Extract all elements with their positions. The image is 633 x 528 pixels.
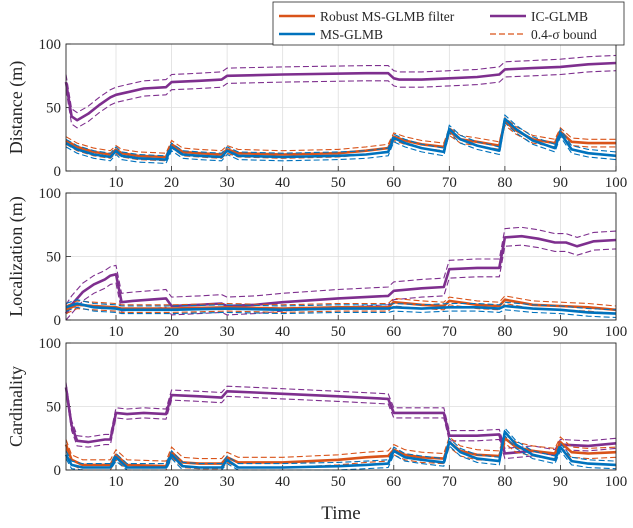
x-tick-label: 10 bbox=[109, 324, 124, 340]
x-tick-label: 80 bbox=[497, 474, 512, 490]
series-ms-glmb-upper-bound bbox=[65, 426, 617, 465]
series-ms-glmb-line bbox=[64, 430, 617, 469]
series-ic-glmb-upper-bound bbox=[65, 226, 617, 306]
y-tick-label: 0 bbox=[54, 164, 62, 180]
y-tick-label: 50 bbox=[46, 101, 61, 117]
x-tick-label: 70 bbox=[442, 175, 457, 191]
series-robust-ms-glmb-filter-upper-bound bbox=[65, 116, 616, 154]
x-tick-label: 60 bbox=[386, 324, 401, 340]
y-tick-label: 50 bbox=[46, 400, 61, 416]
x-tick-label: 50 bbox=[331, 175, 346, 191]
legend-label-robust: Robust MS-GLMB filter bbox=[320, 9, 455, 24]
series-ms-glmb-upper-bound bbox=[65, 114, 617, 157]
panel-cardinality: 10 20 30 40 50 60 70 80 90 100 0 50 100 Cardinality bbox=[6, 336, 627, 490]
x-tick-label: 90 bbox=[553, 175, 568, 191]
x-tick-label: 50 bbox=[331, 474, 346, 490]
x-tick-label: 50 bbox=[331, 324, 346, 340]
x-tick-label: 10 bbox=[109, 175, 124, 191]
x-tick-label: 30 bbox=[220, 324, 235, 340]
legend-label-icglmb: IC-GLMB bbox=[531, 9, 588, 24]
y-axis-label: Cardinality bbox=[6, 366, 26, 447]
x-tick-label: 70 bbox=[442, 474, 457, 490]
series-robust-ms-glmb-filter-lower-bound bbox=[65, 124, 616, 162]
x-tick-label: 90 bbox=[553, 474, 568, 490]
x-tick-label: 30 bbox=[220, 474, 235, 490]
series-ms-glmb-line bbox=[65, 117, 617, 161]
x-tick-label: 40 bbox=[275, 324, 290, 340]
y-tick-label: 100 bbox=[39, 186, 62, 202]
y-axis-label: Distance (m) bbox=[6, 61, 27, 154]
x-tick-label: 80 bbox=[497, 324, 512, 340]
series-ic-glmb-line bbox=[64, 387, 617, 457]
x-tick-label: 20 bbox=[164, 175, 179, 191]
y-tick-label: 100 bbox=[39, 336, 62, 352]
legend-box bbox=[272, 1, 625, 46]
legend-label-bound: 0.4-σ bound bbox=[531, 27, 597, 42]
series-ms-glmb-lower-bound bbox=[65, 306, 617, 319]
series-ms-glmb-lower-bound bbox=[65, 434, 617, 471]
series-ms-glmb-upper-bound bbox=[65, 299, 617, 311]
y-tick-label: 100 bbox=[39, 37, 62, 53]
y-tick-label: 0 bbox=[54, 313, 62, 329]
x-tick-label: 90 bbox=[553, 324, 568, 340]
x-tick-label: 10 bbox=[109, 474, 124, 490]
series-ic-glmb-lower-bound bbox=[65, 392, 617, 461]
panel-distance-m: 10 20 30 40 50 60 70 80 90 100 0 50 100 Distance (m) bbox=[6, 37, 627, 191]
series-ic-glmb-upper-bound bbox=[65, 54, 617, 114]
series-ic-glmb-line bbox=[64, 234, 617, 315]
panel-localization-m: 10 20 30 40 50 60 70 80 90 100 0 50 100 Localization … bbox=[6, 186, 627, 340]
x-tick-label: 20 bbox=[164, 474, 179, 490]
x-tick-label: 100 bbox=[605, 175, 628, 191]
x-tick-label: 60 bbox=[386, 175, 401, 191]
x-tick-label: 40 bbox=[275, 175, 290, 191]
x-tick-label: 100 bbox=[605, 474, 628, 490]
series-robust-ms-glmb-filter-upper-bound bbox=[65, 432, 617, 462]
y-axis-label: Localization (m) bbox=[6, 196, 27, 316]
series-ic-glmb-line bbox=[64, 61, 617, 122]
x-tick-label: 100 bbox=[605, 324, 628, 340]
x-tick-label: 70 bbox=[442, 324, 457, 340]
y-tick-label: 0 bbox=[54, 463, 62, 479]
legend: Robust MS-GLMB filter IC-GLMB MS-GLMB 0.… bbox=[272, 1, 625, 46]
y-tick-label: 50 bbox=[46, 250, 61, 266]
series-ms-glmb-lower-bound bbox=[65, 121, 617, 164]
x-tick-label: 80 bbox=[497, 175, 512, 191]
series-ic-glmb-lower-bound bbox=[65, 70, 617, 129]
series-ms-glmb-line bbox=[65, 302, 617, 315]
axes-box bbox=[65, 342, 617, 471]
x-tick-label: 60 bbox=[386, 474, 401, 490]
series-ic-glmb-upper-bound bbox=[65, 382, 617, 451]
series-robust-ms-glmb-filter-line bbox=[64, 437, 617, 468]
x-tick-label: 40 bbox=[275, 474, 290, 490]
legend-label-msglmb: MS-GLMB bbox=[320, 27, 383, 42]
axes-box bbox=[65, 192, 617, 321]
x-axis-label: Time bbox=[321, 503, 360, 524]
series-ic-glmb-lower-bound bbox=[65, 244, 617, 321]
x-tick-label: 20 bbox=[164, 324, 179, 340]
x-tick-label: 30 bbox=[220, 175, 235, 191]
